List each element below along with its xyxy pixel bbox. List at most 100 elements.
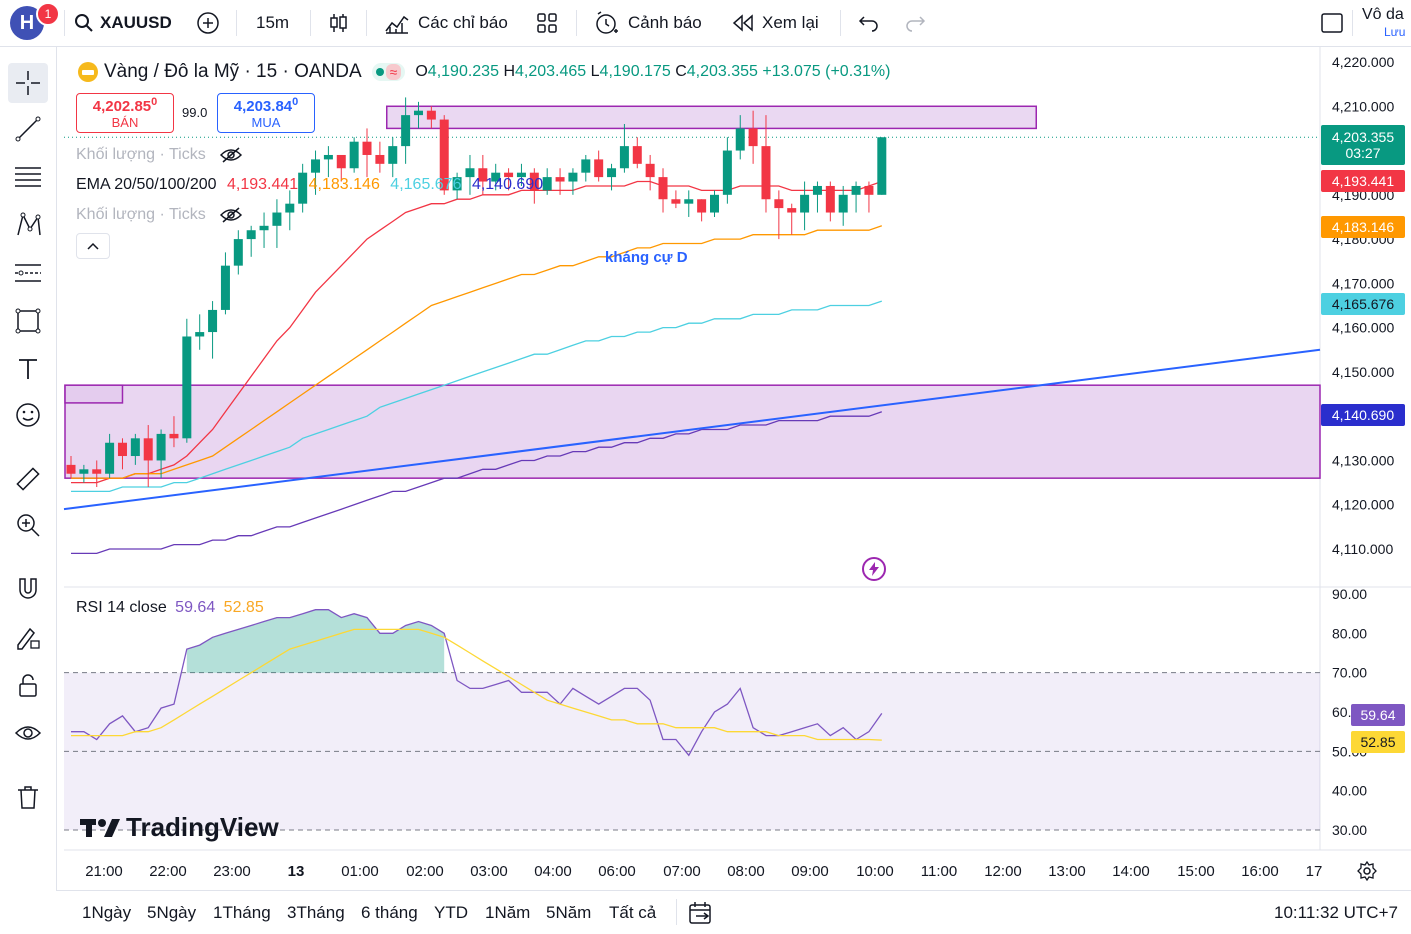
rsi-tick-label: 80.00	[1332, 625, 1367, 641]
stay-drawing-tool[interactable]	[8, 617, 48, 657]
interval-label: 15m	[256, 13, 290, 32]
alert-button[interactable]: Cảnh báo	[594, 0, 702, 46]
hide-drawings-tool[interactable]	[8, 713, 48, 753]
trend-line[interactable]	[63, 348, 1321, 511]
buy-button[interactable]: 4,203.840 MUA	[217, 93, 315, 133]
ema100-line[interactable]	[71, 300, 883, 493]
indicators-button[interactable]: Các chỉ báo	[384, 0, 508, 46]
price-tick-label: 4,120.000	[1332, 497, 1394, 513]
high-label: H	[503, 63, 515, 80]
measure-tool[interactable]	[8, 459, 48, 499]
candle-body	[233, 239, 243, 266]
ema200-line[interactable]	[71, 411, 883, 555]
icon-tool[interactable]	[8, 395, 48, 435]
layout-name[interactable]: Vô da	[1362, 6, 1404, 23]
magnet-tool[interactable]	[8, 569, 48, 609]
replay-button[interactable]: Xem lại	[732, 0, 819, 46]
candle-body	[323, 154, 333, 160]
redo-button[interactable]	[904, 0, 926, 46]
ema-legend[interactable]: EMA 20/50/100/200 4,193.441 4,183.146 4,…	[76, 176, 543, 194]
indicators-label: Các chỉ báo	[418, 13, 508, 32]
range-button[interactable]: YTD	[434, 902, 468, 922]
lock-drawings-tool[interactable]	[8, 665, 48, 705]
rsi-band-background	[64, 672, 1320, 830]
layouts-button[interactable]	[536, 0, 558, 46]
toolbar-divider	[366, 10, 367, 36]
collapse-legend-button[interactable]	[76, 233, 110, 259]
time-axis[interactable]: 21:00 22:00 23:00 13 01:00 02:00 03:00 04:00 06:…	[85, 863, 1322, 880]
trendline-segment[interactable]	[63, 348, 1321, 511]
candle-body	[220, 265, 230, 310]
candle-body	[169, 433, 179, 439]
range-button[interactable]: 6 tháng	[361, 902, 418, 922]
price-zone[interactable]	[386, 105, 1037, 130]
candle-body	[349, 141, 359, 169]
fib-tool[interactable]	[8, 157, 48, 197]
pattern-tool[interactable]	[8, 205, 48, 245]
remove-drawings-tool[interactable]	[8, 777, 48, 817]
axis-settings-button[interactable]	[1355, 859, 1379, 883]
projection-tool[interactable]	[8, 253, 48, 293]
range-button[interactable]: 5Ngày	[147, 902, 197, 922]
undo-button[interactable]	[858, 0, 880, 46]
fullscreen-button[interactable]	[1320, 0, 1344, 46]
rsi-ma-line[interactable]	[71, 628, 882, 741]
market-status-badge[interactable]: ≈	[371, 63, 406, 81]
candle-body	[671, 199, 681, 204]
price-zone[interactable]	[64, 384, 124, 404]
price-tick-label: 4,130.000	[1332, 452, 1394, 468]
candle-body	[298, 172, 308, 204]
volume-legend-2[interactable]: Khối lượng · Ticks	[76, 206, 243, 224]
chart-type-button[interactable]	[326, 0, 350, 46]
drawing-toolbar	[0, 47, 57, 890]
price-tick-label: 4,160.000	[1332, 320, 1394, 336]
eye-hidden-icon[interactable]	[220, 207, 243, 223]
buy-price-sup: 0	[292, 96, 299, 108]
price-zone[interactable]	[64, 384, 1321, 479]
time-tick-label: 13	[288, 863, 305, 880]
open-label: O	[415, 63, 428, 80]
shape-tool[interactable]	[8, 301, 48, 341]
rsi-legend[interactable]: RSI 14 close 59.64 52.85	[76, 599, 264, 617]
volume-label: Khối lượng · Ticks	[76, 146, 206, 163]
go-to-date-button[interactable]	[688, 891, 714, 934]
rsi-tick-label: 90.00	[1332, 586, 1367, 602]
range-button[interactable]: 1Tháng	[213, 902, 271, 922]
range-button[interactable]: 5Năm	[546, 902, 592, 922]
candle-body	[787, 208, 797, 213]
ema50-line[interactable]	[71, 225, 883, 479]
candle-body	[465, 168, 475, 178]
candle-body	[156, 433, 166, 461]
event-marker[interactable]	[862, 557, 886, 581]
tradingview-watermark[interactable]: TradingView	[80, 812, 279, 843]
eye-hidden-icon[interactable]	[220, 147, 243, 163]
candle-body	[311, 159, 321, 173]
range-button[interactable]: 1Ngày	[82, 902, 132, 922]
resistance-annotation[interactable]: kháng cự D	[605, 249, 688, 266]
timezone-clock[interactable]: 10:11:32 UTC+7	[1274, 902, 1398, 922]
candle-body	[143, 438, 153, 461]
sell-button[interactable]: 4,202.850 BÁN	[76, 93, 174, 133]
volume-legend[interactable]: Khối lượng · Ticks	[76, 146, 243, 164]
compare-symbol-button[interactable]	[196, 0, 220, 46]
symbol-search-button[interactable]: XAUUSD	[74, 0, 172, 46]
symbol-title[interactable]: Vàng / Đô la Mỹ · 15 · OANDA	[104, 61, 362, 82]
rsi-line[interactable]	[71, 609, 883, 757]
text-tool[interactable]	[8, 349, 48, 389]
candle-body	[285, 203, 295, 213]
zoom-tool[interactable]	[8, 505, 48, 545]
replay-label: Xem lại	[762, 13, 819, 32]
interval-button[interactable]: 15m	[256, 0, 289, 46]
candle-body	[748, 128, 758, 147]
crosshair-tool[interactable]	[8, 63, 48, 103]
trend-line-tool[interactable]	[8, 109, 48, 149]
crosshair-icon	[16, 71, 40, 95]
time-tick-label: 07:00	[663, 863, 701, 880]
range-button[interactable]: 1Năm	[485, 902, 531, 922]
range-button[interactable]: 3Tháng	[287, 902, 345, 922]
save-label[interactable]: Lưu	[1384, 25, 1406, 39]
ema20-line[interactable]	[71, 180, 883, 484]
chart-canvas[interactable]: 4,220.0004,210.0004,200.0004,190.0004,18…	[0, 47, 1411, 890]
range-button[interactable]: Tất cả	[609, 902, 657, 922]
